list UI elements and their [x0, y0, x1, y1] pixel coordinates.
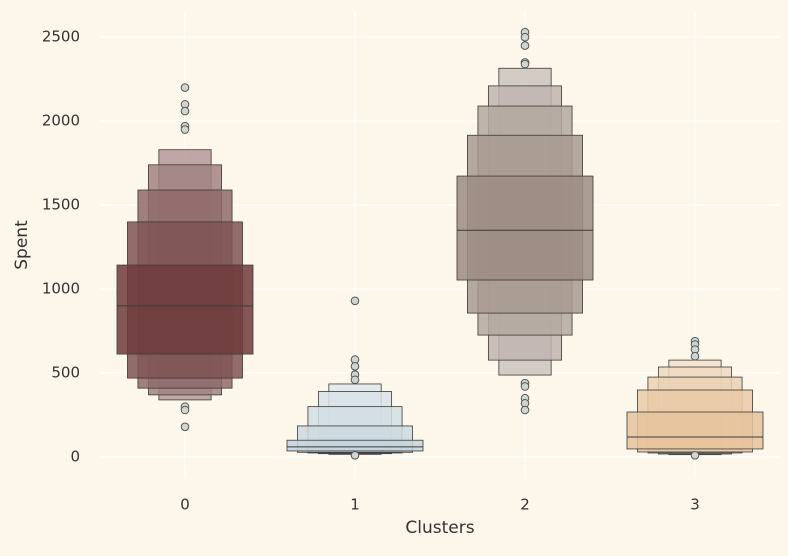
box-level — [116, 264, 254, 355]
outlier — [180, 83, 190, 92]
outlier — [350, 375, 360, 385]
outlier — [180, 405, 190, 415]
outlier — [520, 32, 530, 42]
outlier — [350, 296, 360, 306]
y-tick-label: 1500 — [42, 196, 80, 214]
outlier — [180, 125, 190, 134]
outlier — [520, 41, 530, 50]
outlier — [350, 362, 360, 371]
outlier — [520, 405, 530, 415]
y-tick-label: 0 — [70, 448, 80, 466]
x-tick-label: 3 — [690, 496, 700, 514]
outlier — [690, 451, 700, 460]
outlier — [520, 382, 530, 391]
y-tick-label: 1000 — [42, 280, 80, 298]
x-tick-label: 1 — [350, 496, 360, 514]
outlier — [520, 59, 530, 69]
box-level — [626, 411, 764, 450]
y-tick-label: 2500 — [42, 28, 80, 46]
y-tick-label: 2000 — [42, 112, 80, 130]
y-tick-label: 500 — [51, 364, 80, 382]
box-level — [456, 175, 594, 281]
x-axis-label: Clusters — [405, 518, 474, 538]
outlier — [350, 451, 360, 460]
outlier — [180, 106, 190, 116]
outlier — [690, 351, 700, 361]
x-tick-label: 0 — [180, 496, 190, 514]
x-tick-label: 2 — [520, 496, 530, 514]
box-level — [286, 439, 424, 452]
y-axis-label: Spent — [12, 220, 32, 270]
outlier — [180, 422, 190, 432]
